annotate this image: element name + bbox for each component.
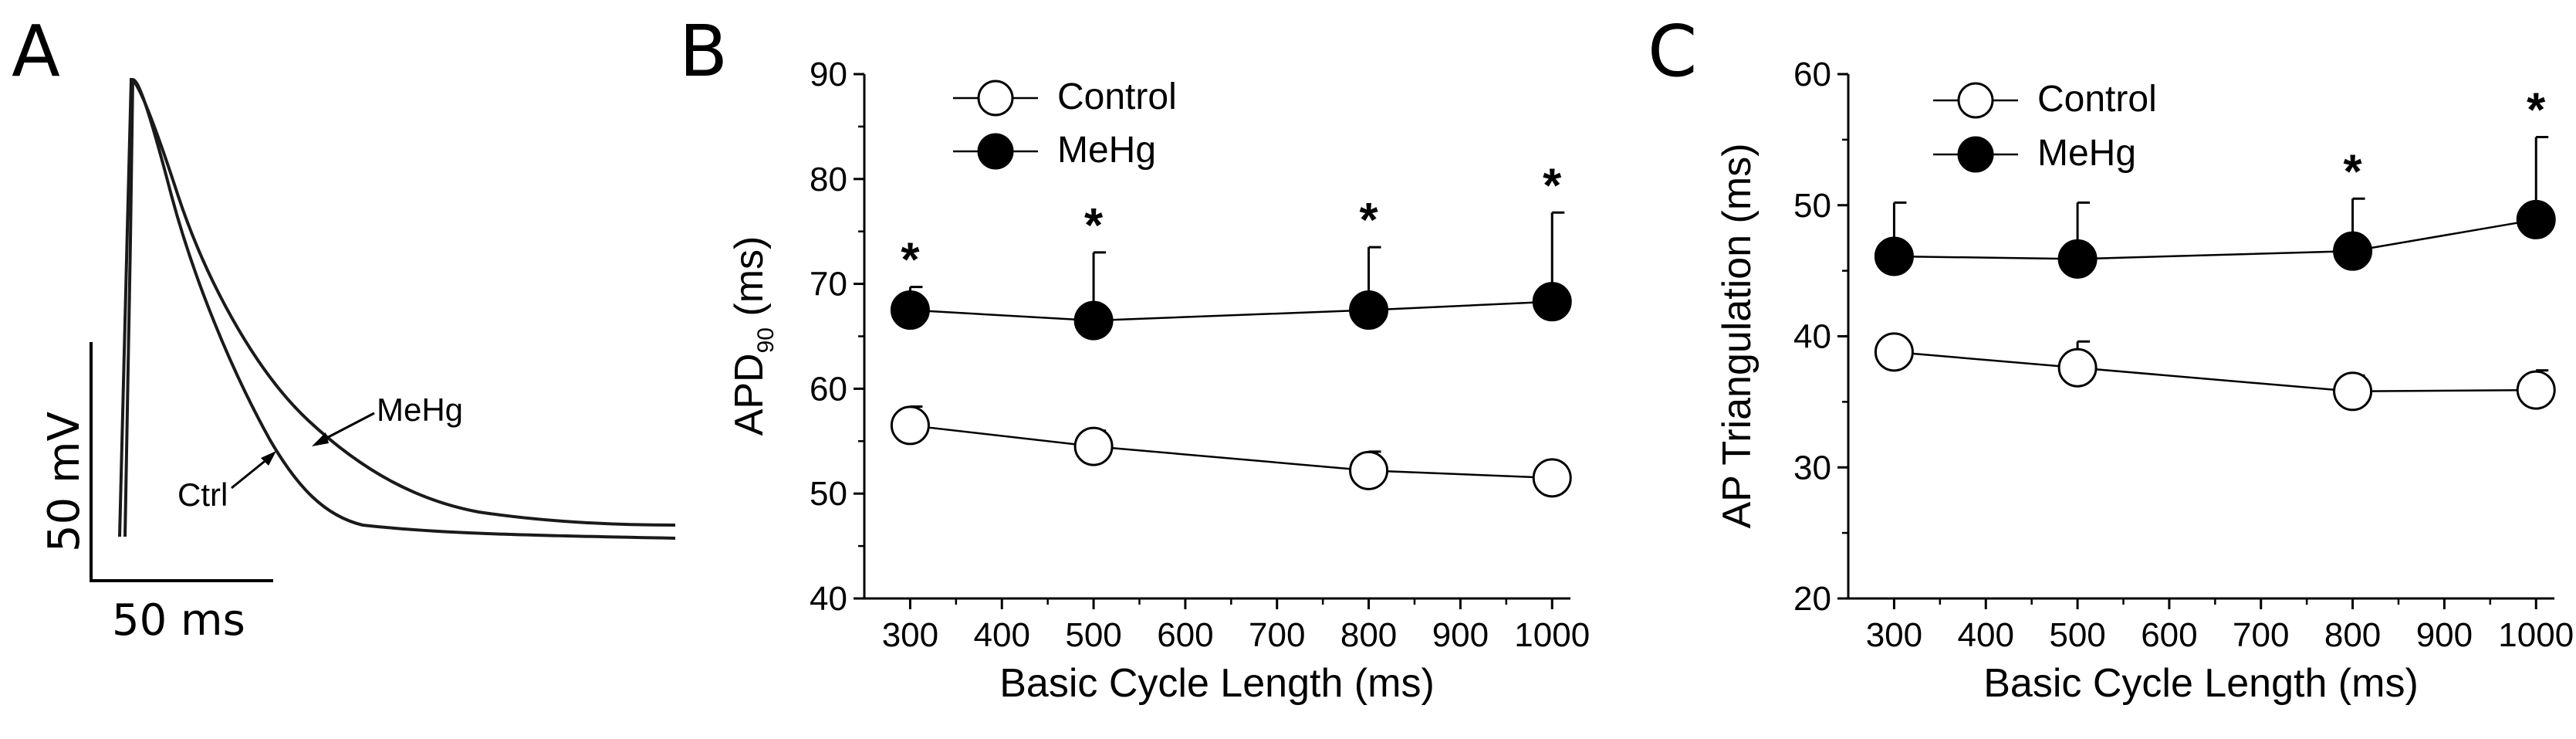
b-ytick-label: 70 <box>810 266 847 303</box>
panel-a: 50 mV 50 ms MeHg Ctrl <box>39 77 676 646</box>
c-ytick-label: 20 <box>1793 580 1831 618</box>
c-legend-mehg-marker <box>1957 136 1994 173</box>
c-xtick-label: 500 <box>2049 616 2105 654</box>
b-point-mehg <box>890 290 930 331</box>
b-ytick-label: 50 <box>810 475 847 513</box>
b-ytick-label: 40 <box>810 580 847 618</box>
b-xtick-label: 400 <box>974 616 1030 654</box>
panel-b: 40 50 60 70 80 90 300 400 500 600 700 800 900 1000 *… <box>727 56 1590 706</box>
b-line-mehg <box>910 300 1553 322</box>
b-xtick-label: 500 <box>1065 616 1121 654</box>
c-ytick-label: 60 <box>1793 56 1831 93</box>
c-point-mehg <box>1874 236 1914 276</box>
trace-label-mehg: MeHg <box>377 392 463 428</box>
trace-label-ctrl: Ctrl <box>177 476 228 513</box>
c-significance-star: * <box>2344 145 2363 198</box>
b-y-axis-title: APD90 (ms) <box>727 236 779 436</box>
b-legend-control-marker <box>977 80 1014 117</box>
b-ytick-label: 90 <box>810 56 847 93</box>
b-point-mehg <box>1073 300 1114 341</box>
b-xtick-label: 600 <box>1157 616 1213 654</box>
c-point-mehg <box>2333 231 2373 271</box>
c-point-control <box>2516 370 2556 410</box>
c-line-mehg <box>1894 219 2537 260</box>
b-xtick-label: 1000 <box>1514 616 1590 654</box>
b-ytick-label: 80 <box>810 161 847 198</box>
c-point-mehg <box>2057 239 2098 279</box>
c-xtick-label: 600 <box>2141 616 2197 654</box>
b-point-mehg <box>1349 290 1389 331</box>
c-significance-star: * <box>2527 83 2546 137</box>
c-xtick-label: 700 <box>2233 616 2289 654</box>
c-xtick-label: 800 <box>2324 616 2381 654</box>
b-y-axis-title-main: APD <box>727 353 772 436</box>
c-point-mehg <box>2516 199 2556 239</box>
arrowhead-ctrl <box>261 451 276 466</box>
c-xtick-label: 900 <box>2416 616 2473 654</box>
b-point-mehg <box>1532 282 1572 322</box>
b-line-control <box>910 424 1553 480</box>
panel-letter-b: B <box>679 10 728 93</box>
b-legend-mehg-marker <box>977 133 1014 170</box>
b-significance-star: * <box>1084 199 1104 253</box>
voltage-scale-label: 50 mV <box>39 412 90 552</box>
trace-ctrl <box>123 77 676 540</box>
arrowhead-mehg <box>312 432 329 446</box>
c-ytick-label: 30 <box>1793 449 1831 486</box>
b-xtick-label: 700 <box>1249 616 1305 654</box>
c-line-control <box>1894 351 2537 393</box>
b-significance-star: * <box>1360 194 1379 247</box>
c-point-control <box>2057 347 2098 388</box>
panel-letter-a: A <box>12 10 60 93</box>
b-ytick-label: 60 <box>810 370 847 408</box>
b-legend-mehg-label: MeHg <box>1057 130 1156 171</box>
c-xtick-label: 1000 <box>2498 616 2574 654</box>
arrow-mehg <box>317 412 375 444</box>
b-xtick-label: 900 <box>1432 616 1489 654</box>
b-point-control <box>1349 450 1389 490</box>
c-legend-control-label: Control <box>2037 79 2157 120</box>
b-x-axis-title: Basic Cycle Length (ms) <box>999 661 1435 706</box>
b-xtick-label: 300 <box>882 616 938 654</box>
panel-letter-c: C <box>1648 10 1697 93</box>
b-y-axis-title-unit: (ms) <box>727 236 772 327</box>
c-point-control <box>2333 371 2373 412</box>
c-y-axis-title: AP Triangulation (ms) <box>1715 143 1760 528</box>
c-point-control <box>1874 332 1914 372</box>
b-point-control <box>890 405 930 446</box>
b-significance-star: * <box>1543 159 1562 212</box>
b-xtick-label: 800 <box>1340 616 1397 654</box>
c-ytick-label: 50 <box>1793 187 1831 225</box>
c-ytick-label: 40 <box>1793 318 1831 356</box>
c-xtick-label: 300 <box>1866 616 1922 654</box>
c-legend-control-marker <box>1957 82 1994 119</box>
b-point-control <box>1532 458 1572 498</box>
b-y-axis-title-sub: 90 <box>753 327 779 353</box>
c-legend-mehg-label: MeHg <box>2037 133 2136 174</box>
time-scale-label: 50 ms <box>112 595 245 646</box>
b-point-control <box>1073 426 1114 466</box>
trace-mehg <box>118 77 676 537</box>
c-x-axis-title: Basic Cycle Length (ms) <box>1983 661 2419 706</box>
b-legend-control-label: Control <box>1057 76 1177 117</box>
c-xtick-label: 400 <box>1958 616 2014 654</box>
b-significance-star: * <box>901 234 920 287</box>
